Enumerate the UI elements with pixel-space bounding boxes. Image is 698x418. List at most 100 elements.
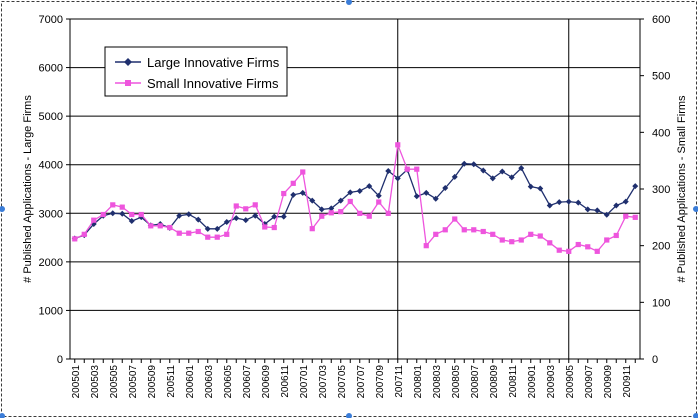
data-point: [128, 218, 135, 225]
series-small-firms: [72, 142, 638, 254]
right-tick-label: 500: [652, 71, 670, 83]
data-point: [281, 190, 287, 197]
data-point: [309, 197, 316, 204]
legend-label-large: Large Innovative Firms: [147, 55, 280, 70]
gridlines: [70, 67, 640, 311]
data-point: [413, 193, 420, 200]
data-point: [385, 168, 392, 175]
data-point: [224, 231, 230, 237]
data-point: [480, 228, 486, 235]
x-tick-label: 200709: [375, 365, 386, 399]
x-tick-label: 200901: [527, 365, 538, 399]
data-point: [357, 210, 363, 216]
data-point: [547, 240, 553, 246]
data-point: [356, 187, 363, 194]
data-point: [470, 161, 477, 168]
data-point: [584, 206, 591, 213]
data-point: [537, 233, 543, 239]
data-point: [604, 237, 610, 243]
data-point: [461, 227, 467, 233]
right-y-axis-title: # Published Applications - Small Firms: [676, 95, 688, 283]
data-point: [575, 241, 581, 248]
data-point: [119, 210, 126, 217]
data-point: [347, 198, 353, 205]
selection-handle-bottom[interactable]: [346, 413, 352, 418]
data-point: [546, 202, 553, 209]
x-tick-label: 200511: [166, 365, 177, 398]
data-point: [452, 216, 458, 222]
data-point: [385, 210, 391, 216]
data-point: [195, 216, 202, 223]
data-point: [622, 198, 629, 205]
selection-handle-bottom-right[interactable]: [693, 413, 698, 418]
data-point: [432, 195, 439, 202]
data-point: [499, 168, 506, 175]
data-point: [509, 239, 515, 245]
x-tick-label: 200605: [223, 365, 234, 399]
data-point: [167, 224, 173, 231]
data-point: [91, 217, 97, 223]
data-point: [318, 206, 325, 213]
data-point: [395, 142, 401, 148]
x-tick-label: 200811: [508, 365, 519, 398]
series-line: [74, 142, 636, 253]
data-point: [309, 226, 315, 232]
right-tick-label: 100: [652, 297, 670, 309]
data-point: [442, 227, 448, 233]
x-tick-label: 200707: [356, 365, 367, 399]
legend-label-small: Small Innovative Firms: [147, 76, 279, 91]
data-point: [214, 225, 221, 232]
x-tick-label: 200903: [546, 365, 557, 399]
x-tick-label: 200909: [603, 365, 614, 399]
left-tick-label: 5000: [39, 111, 63, 123]
data-point: [185, 211, 192, 218]
left-tick-label: 2000: [39, 257, 63, 269]
data-point: [556, 199, 563, 206]
data-point: [204, 225, 211, 232]
right-tick-label: 400: [652, 127, 670, 139]
data-point: [271, 213, 278, 220]
data-point: [109, 210, 116, 217]
data-point: [556, 247, 562, 253]
data-point: [319, 213, 325, 219]
data-point: [205, 234, 211, 240]
data-point: [100, 211, 106, 218]
data-point: [328, 205, 335, 212]
data-point: [499, 237, 505, 243]
selection-handle-top[interactable]: [346, 0, 352, 5]
legend-marker-small: [125, 80, 131, 86]
x-tick-label: 200703: [318, 365, 329, 399]
selection-handle-left[interactable]: [0, 206, 5, 212]
data-point: [461, 160, 468, 167]
x-tick-label: 200805: [451, 365, 462, 399]
x-tick-label: 200601: [185, 365, 196, 399]
right-tick-label: 0: [652, 354, 658, 366]
data-point: [433, 231, 439, 237]
data-point: [585, 244, 591, 250]
data-point: [186, 230, 192, 236]
data-point: [518, 237, 524, 243]
data-point: [480, 167, 487, 174]
data-point: [442, 185, 449, 192]
data-point: [290, 191, 297, 198]
data-point: [366, 213, 372, 219]
data-point: [366, 183, 373, 190]
data-point: [566, 248, 572, 254]
data-point: [110, 202, 116, 208]
left-tick-label: 4000: [39, 160, 63, 172]
data-point: [376, 199, 382, 205]
x-tick-label: 200611: [280, 365, 291, 398]
selection-handle-bottom-left[interactable]: [0, 413, 5, 418]
data-point: [290, 180, 296, 186]
x-tick-label: 200711: [394, 365, 405, 398]
data-point: [138, 211, 144, 218]
x-tick-label: 200509: [147, 365, 158, 399]
data-point: [404, 166, 410, 172]
x-tick-label: 200907: [584, 365, 595, 399]
x-tick-label: 200607: [242, 365, 253, 399]
data-point: [157, 223, 163, 229]
selection-handle-right[interactable]: [693, 206, 698, 212]
x-tick-label: 200501: [71, 365, 82, 399]
data-point: [414, 166, 420, 172]
data-point: [280, 213, 287, 220]
